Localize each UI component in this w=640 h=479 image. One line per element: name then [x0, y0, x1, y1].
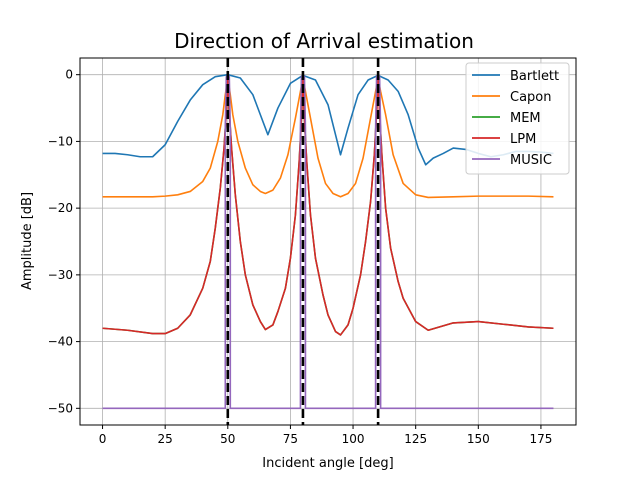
- x-tick-label: 125: [404, 432, 427, 446]
- y-tick-label: −30: [48, 268, 73, 282]
- y-tick-label: 0: [65, 68, 73, 82]
- legend-label-bartlett: Bartlett: [510, 69, 559, 84]
- x-tick-label: 75: [283, 432, 298, 446]
- x-tick-label: 175: [529, 432, 552, 446]
- legend-label-mem: MEM: [510, 111, 541, 126]
- x-tick-label: 25: [158, 432, 173, 446]
- x-tick-label: 100: [342, 432, 365, 446]
- x-tick-label: 0: [99, 432, 107, 446]
- y-tick-label: −20: [48, 201, 73, 215]
- series-line-capon: [102, 77, 554, 199]
- legend-label-lpm: LPM: [510, 132, 536, 147]
- x-tick-label: 50: [220, 432, 235, 446]
- series-line-lpm: [102, 73, 554, 336]
- y-tick-label: −10: [48, 134, 73, 148]
- legend-label-music: MUSIC: [510, 153, 552, 168]
- true-angle-markers: [226, 58, 380, 425]
- y-tick-label: −50: [48, 401, 73, 415]
- chart-title: Direction of Arrival estimation: [174, 29, 474, 53]
- x-axis-label: Incident angle [deg]: [262, 456, 393, 471]
- x-tick-label: 150: [467, 432, 490, 446]
- y-tick-label: −40: [48, 335, 73, 349]
- plot-frame: [79, 57, 577, 426]
- axis-ticks: 0 25 50 75 100 125 150 175 0 −10 −20 −30 −40 −50: [48, 68, 553, 446]
- legend-box: [465, 62, 570, 175]
- y-axis-label: Amplitude [dB]: [20, 192, 35, 290]
- legend-label-capon: Capon: [510, 90, 552, 105]
- legend: Bartlett Capon MEM LPM MUSIC: [465, 62, 570, 175]
